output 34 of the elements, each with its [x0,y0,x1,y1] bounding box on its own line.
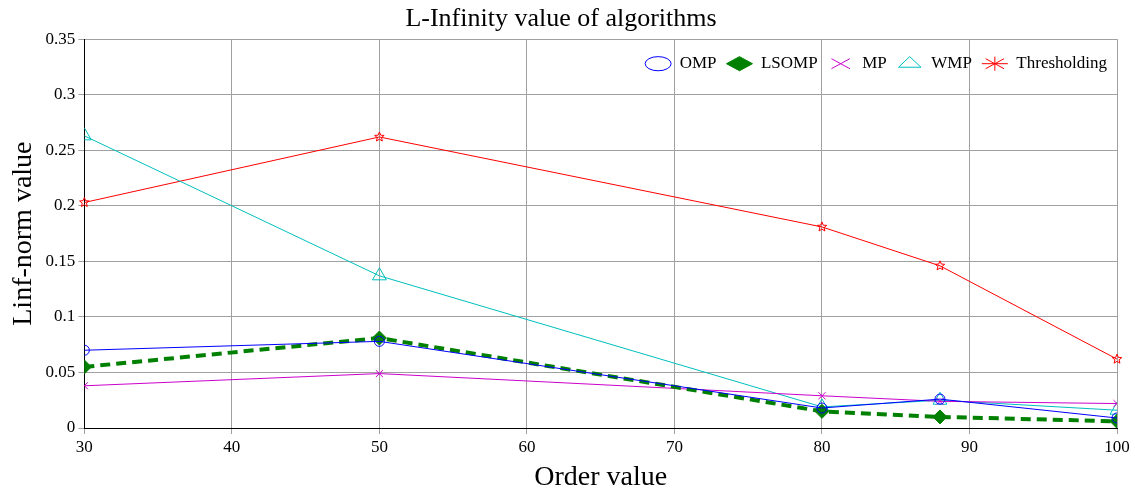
y-tick-label: 0.2 [54,195,76,215]
point [1111,353,1123,364]
x-tick-label: 80 [813,436,831,456]
legend-label: MP [862,53,887,73]
x-tick-label: 70 [665,436,683,456]
y-tick-label: 0.1 [54,306,76,326]
legend-label: LSOMP [760,53,818,73]
y-tick-label: 0.05 [45,361,76,381]
legend-label: Thresholding [1016,53,1108,73]
x-tick-label: 100 [1104,436,1130,456]
chart-title: L-Infinity value of algorithms [405,3,717,33]
point [371,267,387,281]
point [816,221,828,232]
y-tick-label: 0.3 [54,84,76,104]
point [932,409,948,425]
point [817,391,826,400]
legend-label: WMP [931,53,972,73]
point [934,260,946,271]
x-axis-title: Order value [534,459,668,491]
x-tick-label: 30 [75,436,93,456]
y-tick-label: 0.35 [45,28,76,48]
x-tick-label: 90 [960,436,978,456]
y-tick-label: 0.25 [45,139,76,159]
point [374,131,385,142]
legend-label: OMP [679,53,717,73]
y-axis-title: Linf-norm value [6,141,38,326]
point [816,402,828,414]
point [375,369,384,378]
point [373,335,385,347]
y-tick-label: 0.15 [45,250,76,270]
y-tick-label: 0 [66,417,76,437]
x-tick-label: 40 [223,436,241,456]
x-tick-label: 50 [370,436,388,456]
x-tick-label: 60 [518,436,536,456]
